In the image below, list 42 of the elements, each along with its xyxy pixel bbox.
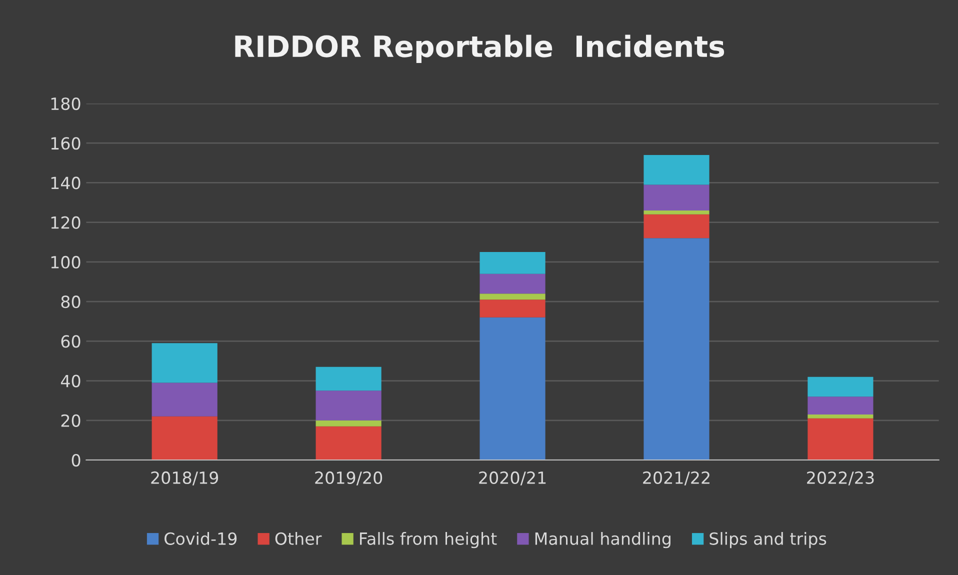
bar	[644, 184, 710, 210]
y-tick-label: 80	[61, 296, 80, 308]
bar	[644, 214, 710, 238]
y-tick-label: 180	[51, 97, 80, 110]
bar	[316, 390, 382, 420]
x-tick-label: 2020/21	[479, 471, 546, 486]
bar	[808, 396, 874, 414]
legend-label: Manual handling	[535, 532, 670, 548]
bar	[808, 418, 874, 460]
bar	[152, 343, 218, 383]
bar	[480, 317, 546, 460]
bar	[644, 154, 710, 185]
y-tick-label: 140	[51, 176, 80, 190]
legend-label: Other	[275, 532, 322, 545]
y-tick-label: 20	[61, 414, 80, 427]
bar	[644, 238, 710, 460]
bar	[152, 416, 218, 460]
bar	[480, 294, 546, 300]
y-tick-label: 40	[60, 374, 80, 388]
bar	[152, 382, 218, 416]
y-tick-label: 100	[51, 256, 80, 269]
bar	[480, 252, 546, 274]
bar	[316, 366, 382, 391]
bar	[644, 210, 710, 214]
y-tick-label: 120	[51, 216, 80, 229]
y-tick-label: 160	[51, 137, 80, 150]
bar	[808, 376, 874, 397]
legend-label: Covid-19	[164, 532, 237, 545]
y-tick-label: 60	[61, 335, 80, 348]
x-tick-label: 2018/19	[151, 471, 218, 486]
bar	[316, 420, 382, 426]
x-tick-label: 2022/23	[807, 471, 874, 486]
legend-label: Slips and trips	[710, 532, 826, 548]
y-tick-label: 0	[72, 454, 80, 467]
bar	[480, 300, 546, 318]
chart-title: RIDDOR Reportable Incidents	[235, 34, 724, 63]
bar	[808, 414, 874, 418]
x-tick-label: 2019/20	[315, 471, 382, 486]
bar	[480, 274, 546, 294]
legend-label: Falls from height	[360, 532, 497, 548]
x-tick-label: 2021/22	[643, 471, 710, 486]
bar	[316, 426, 382, 460]
